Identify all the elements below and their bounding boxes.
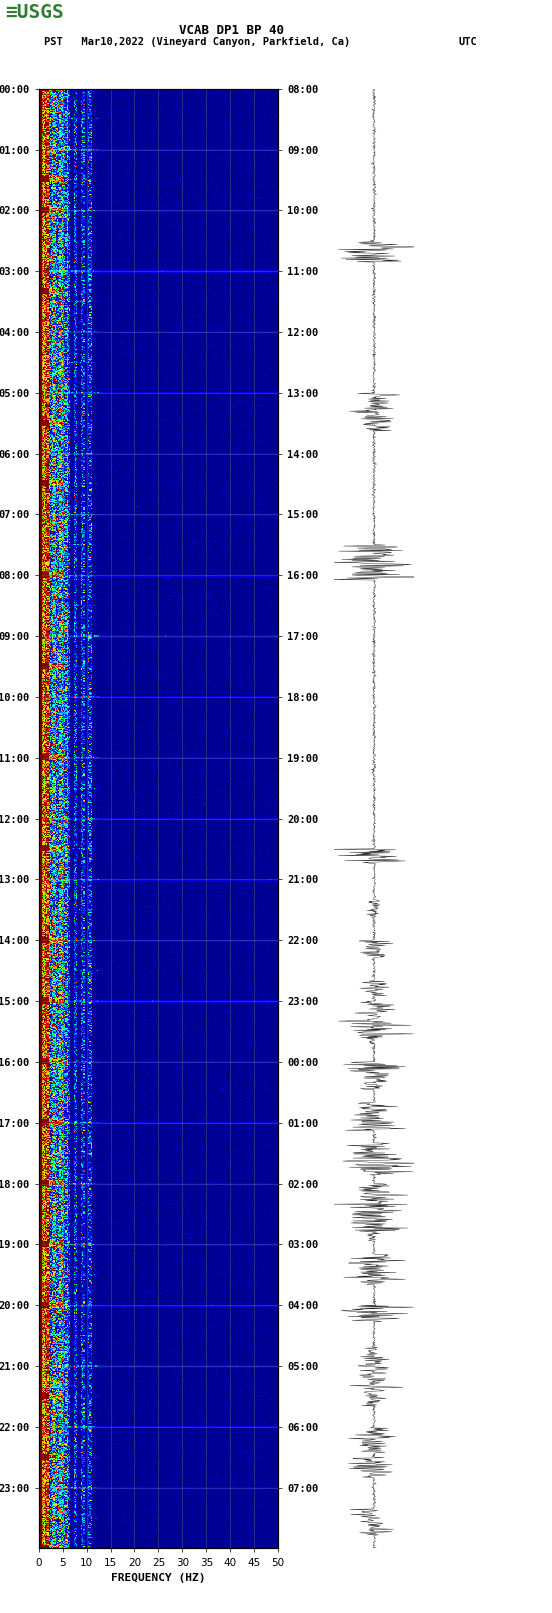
Text: PST   Mar10,2022 (Vineyard Canyon, Parkfield, Ca): PST Mar10,2022 (Vineyard Canyon, Parkfie… — [44, 37, 351, 47]
Text: ≡USGS: ≡USGS — [6, 3, 64, 23]
Bar — [39, 89, 41, 1548]
Text: UTC: UTC — [458, 37, 477, 47]
X-axis label: FREQUENCY (HZ): FREQUENCY (HZ) — [111, 1573, 206, 1582]
Text: VCAB DP1 BP 40: VCAB DP1 BP 40 — [179, 24, 284, 37]
